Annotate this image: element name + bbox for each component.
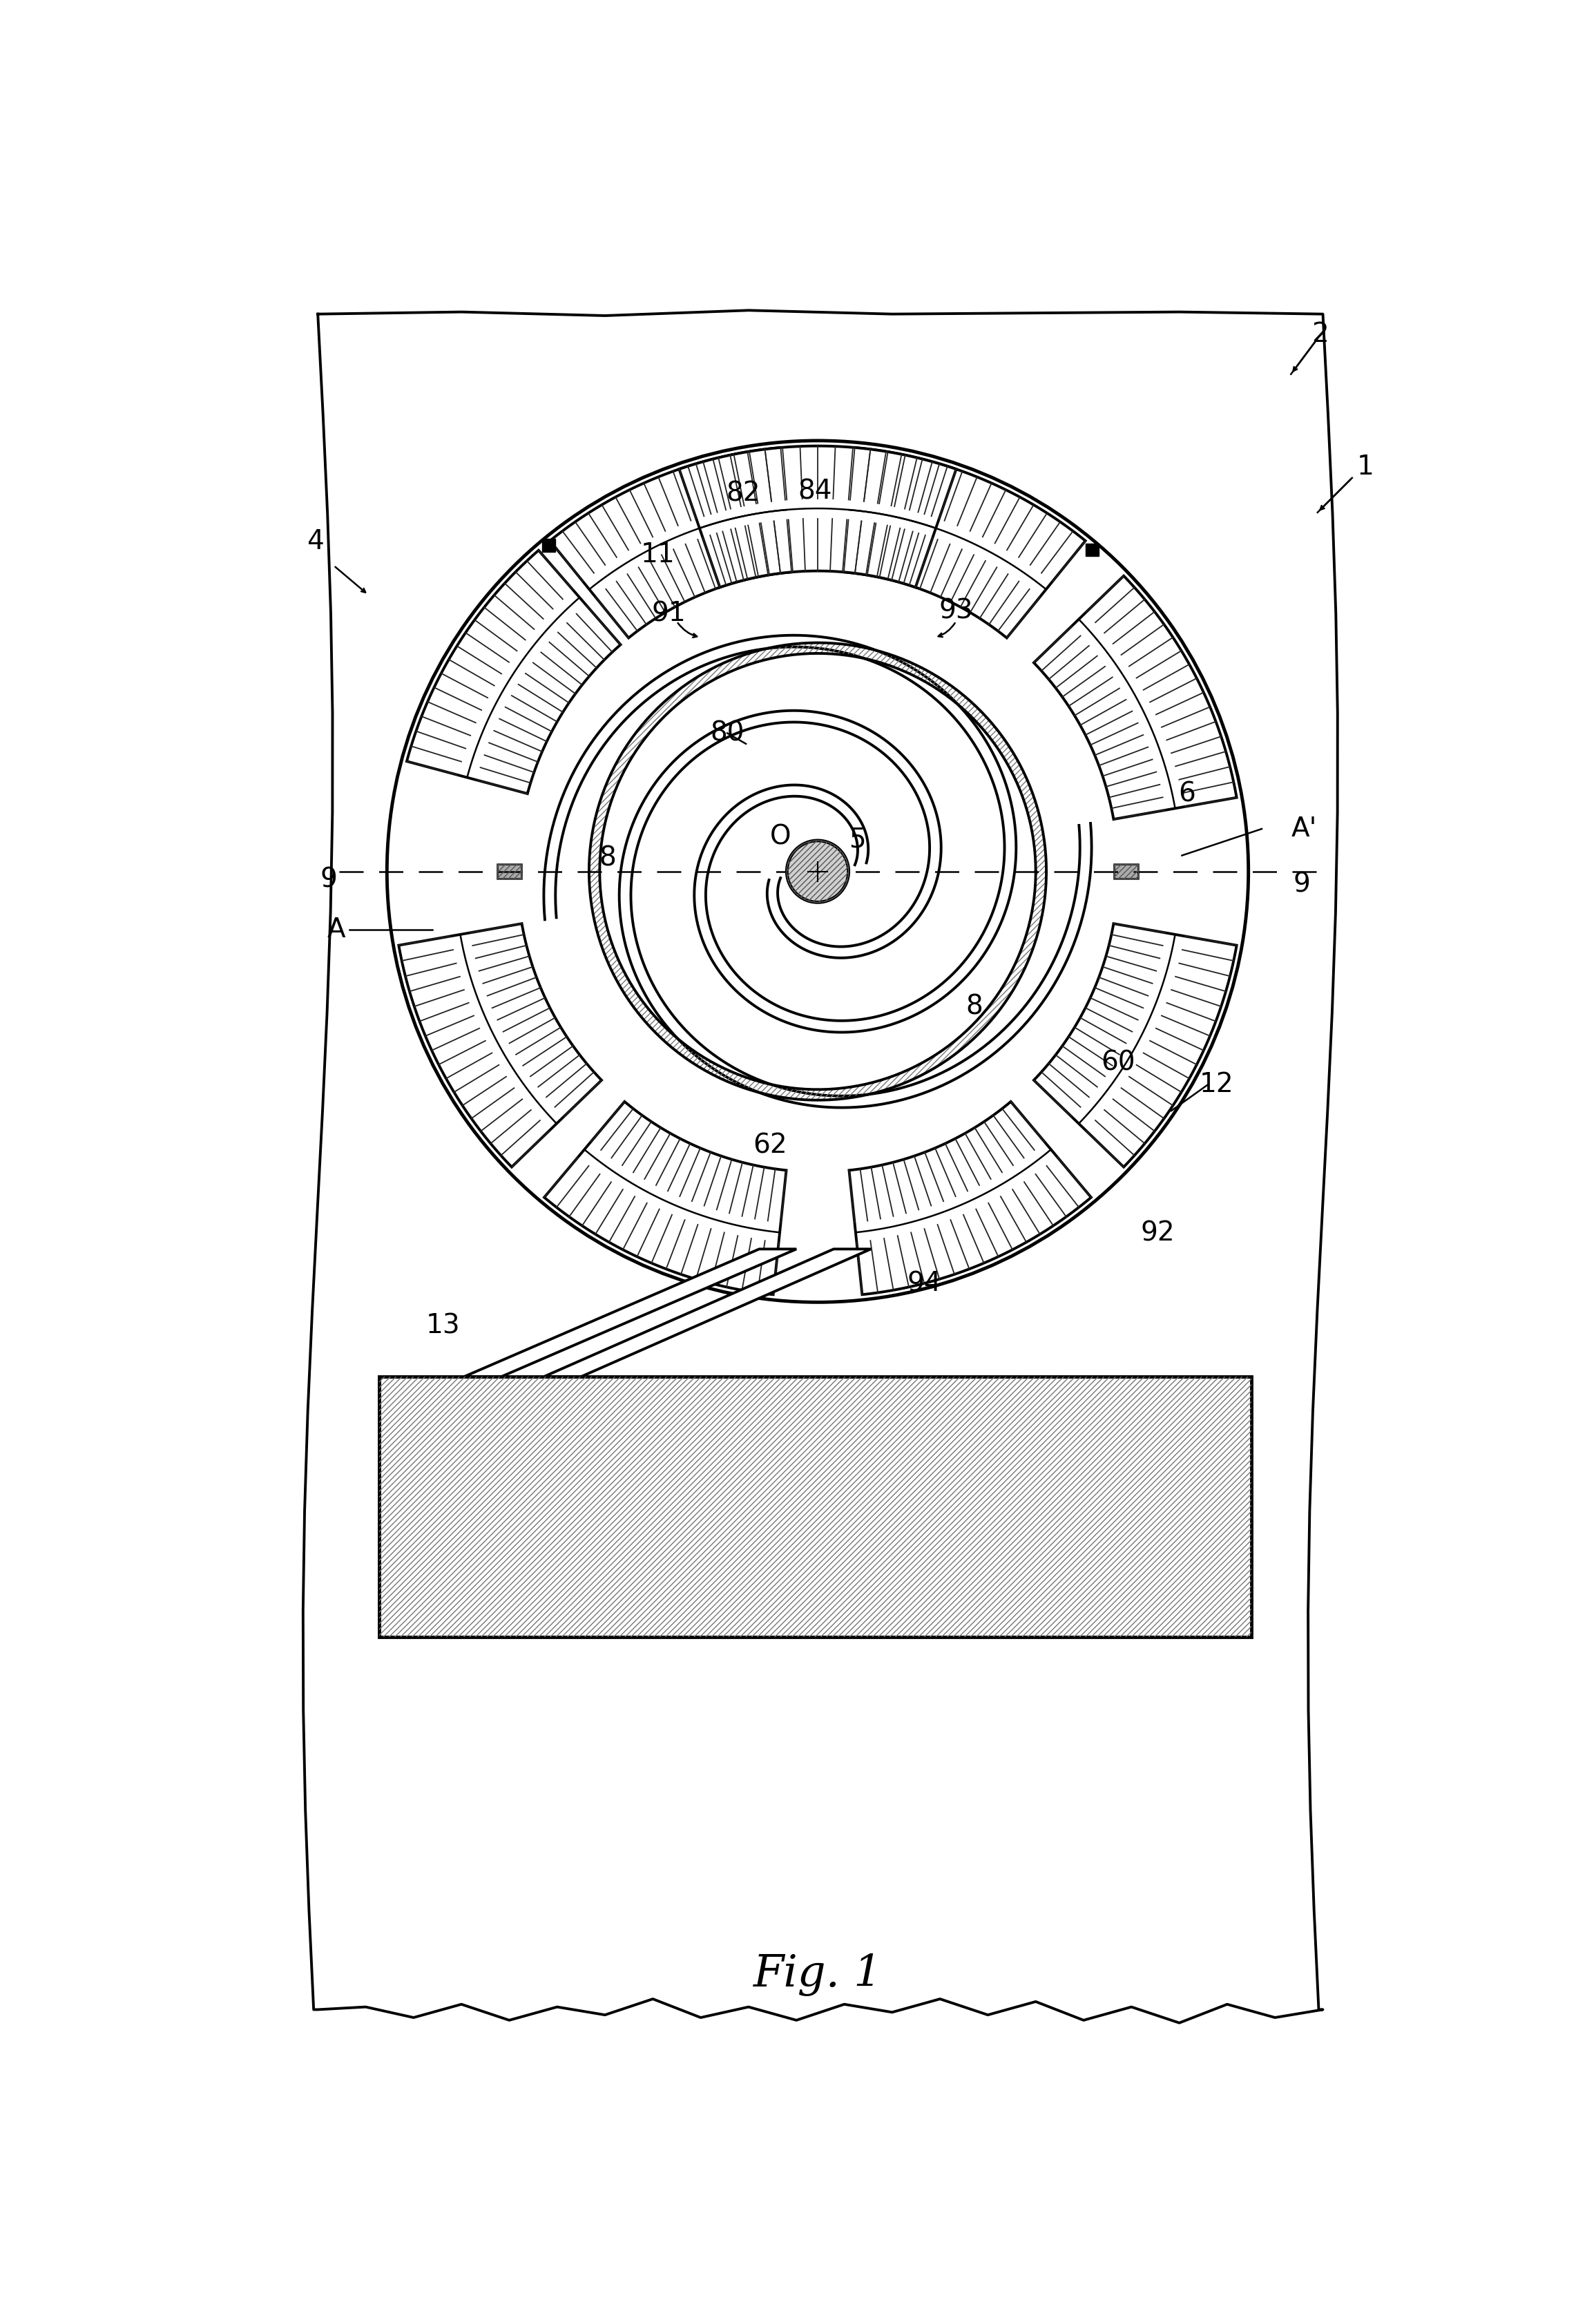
Bar [378, 1377, 1251, 1636]
Text: 11: 11 [642, 542, 675, 568]
Circle shape [386, 441, 1248, 1303]
Bar [1085, 545, 1098, 556]
Bar [378, 1377, 1251, 1636]
Polygon shape [1034, 577, 1237, 820]
Text: 8: 8 [598, 846, 616, 871]
Bar [1114, 864, 1138, 878]
Text: 9: 9 [319, 866, 337, 892]
Text: 2: 2 [1312, 322, 1329, 347]
Bar [1114, 864, 1138, 878]
Text: 60: 60 [1101, 1050, 1135, 1075]
Polygon shape [399, 924, 602, 1167]
Text: 92: 92 [1141, 1220, 1175, 1246]
Text: 84: 84 [798, 478, 832, 503]
Polygon shape [407, 549, 621, 793]
Bar [498, 864, 522, 878]
Text: 82: 82 [726, 480, 760, 508]
Text: 5: 5 [849, 827, 867, 853]
Text: 8: 8 [966, 995, 983, 1020]
Text: 91: 91 [651, 600, 686, 627]
Text: 94: 94 [907, 1271, 942, 1296]
Text: A: A [327, 917, 346, 942]
Polygon shape [680, 446, 956, 588]
Text: 80: 80 [710, 719, 744, 747]
Text: 93: 93 [938, 597, 974, 625]
Polygon shape [544, 1101, 787, 1294]
Text: 62: 62 [753, 1133, 787, 1158]
Text: 4: 4 [306, 529, 324, 554]
Text: O: O [769, 823, 792, 850]
Polygon shape [544, 1250, 871, 1377]
Text: 6: 6 [1179, 781, 1195, 807]
Polygon shape [849, 1101, 1092, 1294]
Bar [543, 538, 555, 552]
Text: 9: 9 [1293, 871, 1310, 899]
Text: A': A' [1291, 816, 1317, 841]
Polygon shape [844, 448, 1085, 639]
Text: 13: 13 [426, 1312, 460, 1340]
Polygon shape [1034, 924, 1237, 1167]
Circle shape [787, 841, 849, 903]
Text: Fig. 1: Fig. 1 [753, 1953, 883, 1997]
Polygon shape [551, 448, 792, 639]
Bar [498, 864, 522, 878]
Polygon shape [464, 1250, 796, 1377]
Text: 12: 12 [1199, 1071, 1234, 1096]
Text: 1: 1 [1357, 455, 1374, 480]
